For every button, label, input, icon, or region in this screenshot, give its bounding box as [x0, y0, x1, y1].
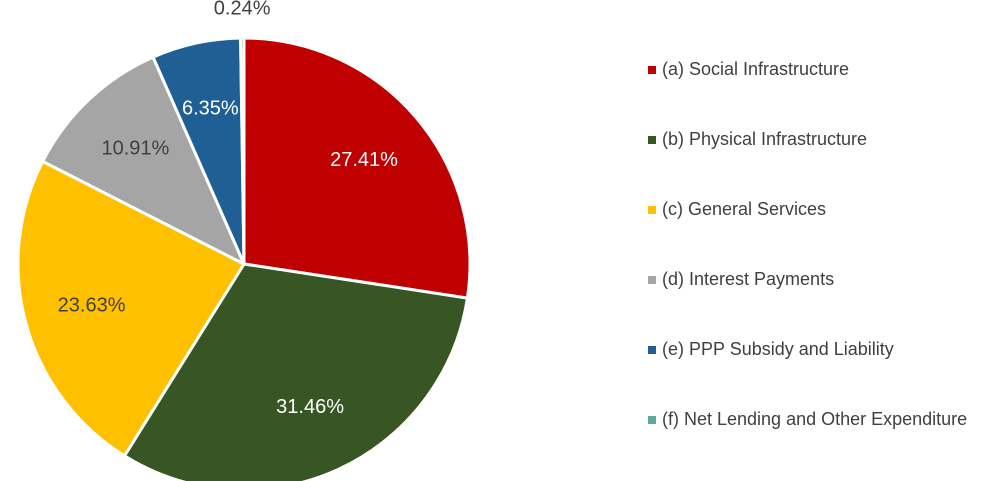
legend-item: (f) Net Lending and Other Expenditure — [648, 408, 988, 478]
data-label: 0.24% — [214, 0, 271, 20]
pie-slice — [16, 159, 246, 458]
legend: (a) Social Infrastructure (b) Physical In… — [648, 58, 988, 478]
legend-label: (d) Interest Payments — [662, 269, 835, 289]
legend-swatch — [648, 416, 656, 424]
legend-item: (e) PPP Subsidy and Liability — [648, 338, 988, 408]
legend-swatch — [648, 276, 656, 284]
legend-swatch — [648, 136, 656, 144]
data-label: 31.46% — [276, 396, 344, 418]
legend-label: (f) Net Lending and Other Expenditure — [662, 409, 968, 429]
legend-swatch — [648, 206, 656, 214]
pie-slice — [239, 36, 246, 266]
legend-swatch — [648, 66, 656, 74]
legend-label: (a) Social Infrastructure — [662, 59, 850, 79]
data-label: 27.41% — [330, 149, 398, 171]
legend-item: (a) Social Infrastructure — [648, 58, 988, 128]
data-label: 23.63% — [58, 295, 126, 317]
legend-item: (d) Interest Payments — [648, 268, 988, 338]
pie-slice — [242, 36, 472, 300]
legend-swatch — [648, 346, 656, 354]
legend-item: (c) General Services — [648, 198, 988, 268]
pie-slice — [41, 55, 246, 266]
legend-label: (b) Physical Infrastructure — [662, 129, 868, 149]
legend-item: (b) Physical Infrastructure — [648, 128, 988, 198]
data-label: 6.35% — [182, 98, 239, 120]
legend-label: (c) General Services — [662, 199, 827, 219]
legend-label: (e) PPP Subsidy and Liability — [662, 339, 894, 359]
data-label: 10.91% — [101, 137, 169, 159]
